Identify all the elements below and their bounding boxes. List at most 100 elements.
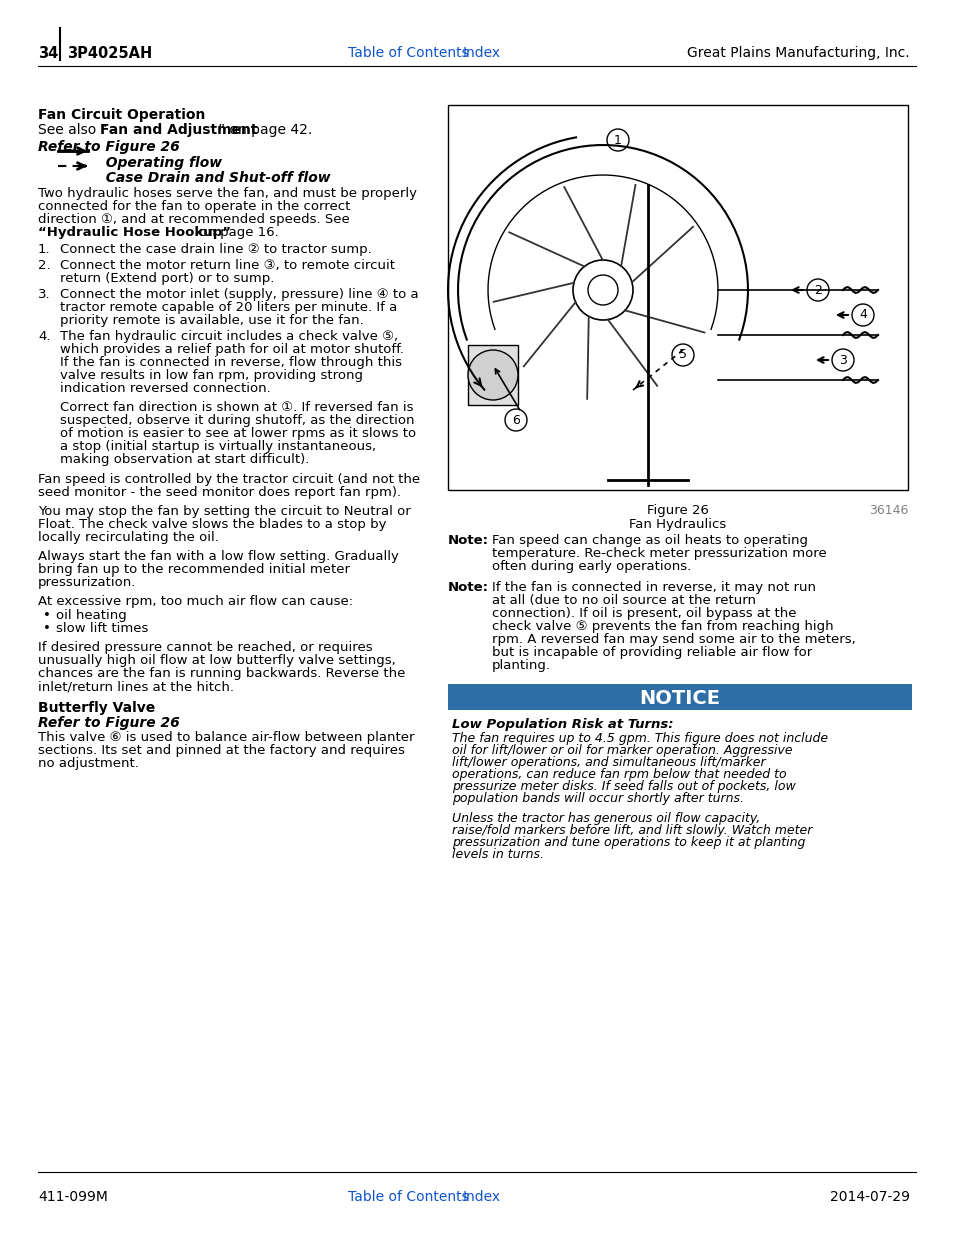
Text: seed monitor - the seed monitor does report fan rpm).: seed monitor - the seed monitor does rep…: [38, 487, 400, 499]
Text: of motion is easier to see at lower rpms as it slows to: of motion is easier to see at lower rpms…: [60, 427, 416, 440]
Text: Note:: Note:: [448, 534, 489, 547]
Bar: [448, 684, 911, 710]
Text: connection). If oil is present, oil bypass at the: connection). If oil is present, oil bypa…: [492, 606, 796, 620]
Text: Always start the fan with a low flow setting. Gradually: Always start the fan with a low flow set…: [38, 550, 398, 563]
Text: Fan speed is controlled by the tractor circuit (and not the: Fan speed is controlled by the tractor c…: [38, 473, 419, 487]
Text: no adjustment.: no adjustment.: [38, 757, 139, 769]
Text: check valve ⑤ prevents the fan from reaching high: check valve ⑤ prevents the fan from reac…: [492, 620, 833, 634]
Text: pressurize meter disks. If seed falls out of pockets, low: pressurize meter disks. If seed falls ou…: [452, 781, 795, 793]
Text: If the fan is connected in reverse, it may not run: If the fan is connected in reverse, it m…: [492, 580, 815, 594]
Text: Correct fan direction is shown at ①. If reversed fan is: Correct fan direction is shown at ①. If …: [60, 401, 413, 414]
Text: Figure 26: Figure 26: [646, 504, 708, 517]
Text: indication reversed connection.: indication reversed connection.: [60, 382, 271, 395]
Text: Float. The check valve slows the blades to a stop by: Float. The check valve slows the blades …: [38, 517, 386, 531]
Text: slow lift times: slow lift times: [56, 622, 149, 635]
Text: 1: 1: [614, 133, 621, 147]
Text: on page 16.: on page 16.: [194, 226, 278, 240]
Text: at all (due to no oil source at the return: at all (due to no oil source at the retu…: [492, 594, 755, 606]
Bar: [468, 345, 517, 405]
Text: rpm. A reversed fan may send some air to the meters,: rpm. A reversed fan may send some air to…: [492, 634, 855, 646]
Text: “Hydraulic Hose Hookup”: “Hydraulic Hose Hookup”: [38, 226, 231, 240]
Text: If the fan is connected in reverse, flow through this: If the fan is connected in reverse, flow…: [60, 356, 401, 369]
Text: 1.: 1.: [38, 243, 51, 256]
Text: 3.: 3.: [38, 288, 51, 301]
Text: levels in turns.: levels in turns.: [452, 848, 543, 861]
Text: locally recirculating the oil.: locally recirculating the oil.: [38, 531, 218, 543]
Text: raise/fold markers before lift, and lift slowly. Watch meter: raise/fold markers before lift, and lift…: [452, 824, 812, 837]
Text: 4: 4: [858, 309, 866, 321]
Text: Refer to Figure 26: Refer to Figure 26: [38, 140, 179, 154]
Text: Unless the tractor has generous oil flow capacity,: Unless the tractor has generous oil flow…: [452, 811, 760, 825]
Text: Connect the motor inlet (supply, pressure) line ④ to a: Connect the motor inlet (supply, pressur…: [60, 288, 418, 301]
Text: making observation at start difficult).: making observation at start difficult).: [60, 453, 309, 466]
Text: Butterfly Valve: Butterfly Valve: [38, 701, 155, 715]
Text: population bands will occur shortly after turns.: population bands will occur shortly afte…: [452, 792, 743, 805]
Text: Index: Index: [462, 1191, 500, 1204]
Text: 4.: 4.: [38, 330, 51, 343]
Text: If desired pressure cannot be reached, or requires: If desired pressure cannot be reached, o…: [38, 641, 373, 655]
Text: 2: 2: [813, 284, 821, 296]
Bar: [448, 105, 907, 490]
Text: pressurization and tune operations to keep it at planting: pressurization and tune operations to ke…: [452, 836, 804, 848]
Text: planting.: planting.: [492, 659, 551, 672]
Text: 6: 6: [512, 414, 519, 426]
Text: a stop (initial startup is virtually instantaneous,: a stop (initial startup is virtually ins…: [60, 440, 375, 453]
Text: Fan Circuit Operation: Fan Circuit Operation: [38, 107, 205, 122]
Text: bring fan up to the recommended initial meter: bring fan up to the recommended initial …: [38, 563, 350, 576]
Text: Fan speed can change as oil heats to operating: Fan speed can change as oil heats to ope…: [492, 534, 807, 547]
Text: oil for lift/lower or oil for marker operation. Aggressive: oil for lift/lower or oil for marker ope…: [452, 743, 792, 757]
Text: Fan and Adjustment: Fan and Adjustment: [100, 124, 257, 137]
Text: Connect the case drain line ② to tractor sump.: Connect the case drain line ② to tractor…: [60, 243, 372, 256]
Text: The fan requires up to 4.5 gpm. This figure does not include: The fan requires up to 4.5 gpm. This fig…: [452, 732, 827, 745]
Circle shape: [468, 350, 517, 400]
Text: Fan Hydraulics: Fan Hydraulics: [629, 517, 726, 531]
Text: Case Drain and Shut-off flow: Case Drain and Shut-off flow: [96, 170, 331, 185]
Text: Note:: Note:: [448, 580, 489, 594]
Text: but is incapable of providing reliable air flow for: but is incapable of providing reliable a…: [492, 646, 811, 659]
Text: chances are the fan is running backwards. Reverse the: chances are the fan is running backwards…: [38, 667, 405, 680]
Text: Two hydraulic hoses serve the fan, and must be properly: Two hydraulic hoses serve the fan, and m…: [38, 186, 416, 200]
Text: This valve ⑥ is used to balance air-flow between planter: This valve ⑥ is used to balance air-flow…: [38, 731, 414, 743]
Text: sections. Its set and pinned at the factory and requires: sections. Its set and pinned at the fact…: [38, 743, 404, 757]
Text: 411-099M: 411-099M: [38, 1191, 108, 1204]
Text: connected for the fan to operate in the correct: connected for the fan to operate in the …: [38, 200, 350, 212]
Text: direction ①, and at recommended speeds. See: direction ①, and at recommended speeds. …: [38, 212, 350, 226]
Text: Great Plains Manufacturing, Inc.: Great Plains Manufacturing, Inc.: [687, 46, 909, 61]
Text: See also “: See also “: [38, 124, 108, 137]
Text: 3P4025AH: 3P4025AH: [67, 46, 152, 61]
Text: temperature. Re-check meter pressurization more: temperature. Re-check meter pressurizati…: [492, 547, 826, 559]
Text: priority remote is available, use it for the fan.: priority remote is available, use it for…: [60, 314, 363, 327]
Text: Table of Contents: Table of Contents: [348, 1191, 468, 1204]
Text: 5: 5: [679, 348, 686, 362]
Text: suspected, observe it during shutoff, as the direction: suspected, observe it during shutoff, as…: [60, 414, 414, 427]
Text: pressurization.: pressurization.: [38, 576, 136, 589]
Text: •: •: [43, 609, 51, 622]
Text: unusually high oil flow at low butterfly valve settings,: unusually high oil flow at low butterfly…: [38, 655, 395, 667]
Text: 34: 34: [38, 46, 58, 61]
Text: Connect the motor return line ③, to remote circuit: Connect the motor return line ③, to remo…: [60, 259, 395, 272]
Text: Refer to Figure 26: Refer to Figure 26: [38, 716, 179, 730]
Text: NOTICE: NOTICE: [639, 688, 720, 708]
Text: 36146: 36146: [868, 504, 907, 517]
Text: 2.: 2.: [38, 259, 51, 272]
Text: inlet/return lines at the hitch.: inlet/return lines at the hitch.: [38, 680, 233, 693]
Text: Operating flow: Operating flow: [96, 156, 222, 170]
Text: oil heating: oil heating: [56, 609, 127, 622]
Text: lift/lower operations, and simultaneous lift/marker: lift/lower operations, and simultaneous …: [452, 756, 765, 769]
Text: 3: 3: [839, 353, 846, 367]
Text: Table of Contents: Table of Contents: [348, 46, 468, 61]
Text: valve results in low fan rpm, providing strong: valve results in low fan rpm, providing …: [60, 369, 363, 382]
Text: Index: Index: [462, 46, 500, 61]
Text: 2014-07-29: 2014-07-29: [829, 1191, 909, 1204]
Text: The fan hydraulic circuit includes a check valve ⑤,: The fan hydraulic circuit includes a che…: [60, 330, 397, 343]
Text: tractor remote capable of 20 liters per minute. If a: tractor remote capable of 20 liters per …: [60, 301, 396, 314]
Text: ” on page 42.: ” on page 42.: [218, 124, 312, 137]
Text: At excessive rpm, too much air flow can cause:: At excessive rpm, too much air flow can …: [38, 595, 353, 608]
Text: operations, can reduce fan rpm below that needed to: operations, can reduce fan rpm below tha…: [452, 768, 786, 781]
Text: which provides a relief path for oil at motor shutoff.: which provides a relief path for oil at …: [60, 343, 403, 356]
Text: Low Population Risk at Turns:: Low Population Risk at Turns:: [452, 718, 673, 731]
Text: return (Extend port) or to sump.: return (Extend port) or to sump.: [60, 272, 274, 285]
Text: You may stop the fan by setting the circuit to Neutral or: You may stop the fan by setting the circ…: [38, 505, 411, 517]
Text: •: •: [43, 622, 51, 635]
Text: often during early operations.: often during early operations.: [492, 559, 691, 573]
